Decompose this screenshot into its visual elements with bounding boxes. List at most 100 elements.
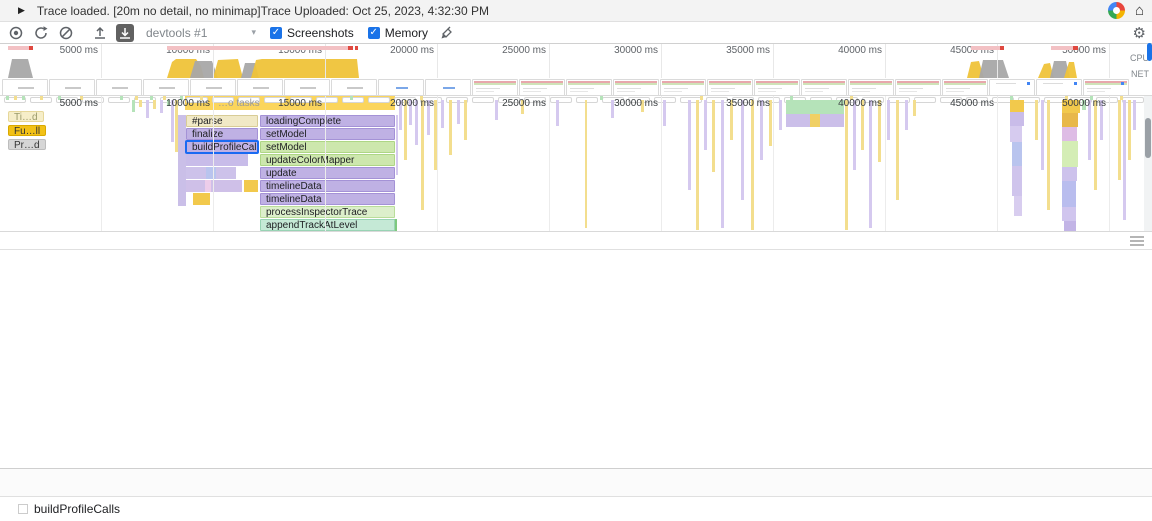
screenshot-thumbnail[interactable]	[49, 79, 95, 96]
frame-box	[82, 97, 104, 103]
thumbnail-content	[476, 91, 494, 92]
thumbnail-content	[803, 81, 845, 83]
flame-activity-block	[1062, 113, 1078, 127]
reload-and-record-button[interactable]	[32, 24, 50, 42]
screenshot-thumbnail[interactable]	[848, 79, 894, 96]
flame-scrollbar-thumb[interactable]	[1145, 118, 1151, 158]
thumbnail-content	[1043, 83, 1063, 84]
screenshot-thumbnail[interactable]	[472, 79, 518, 96]
clear-recording-button[interactable]	[57, 24, 75, 42]
memory-checkbox[interactable]: ✓ Memory	[367, 26, 428, 40]
session-select[interactable]: devtools #1 ▾	[146, 26, 256, 40]
flame-activity-block	[1062, 127, 1077, 141]
screenshot-thumbnail[interactable]	[237, 79, 283, 96]
frame-box	[524, 97, 546, 103]
screenshots-checkbox[interactable]: ✓ Screenshots	[270, 26, 354, 40]
flame-activity-stripe	[160, 100, 163, 113]
thumbnail-content	[899, 91, 917, 92]
frame-box	[498, 97, 520, 103]
flame-event-bar[interactable]: timelineData	[260, 193, 395, 205]
track-label-process[interactable]: Pr…d	[8, 139, 46, 151]
screenshot-thumbnail[interactable]	[331, 79, 377, 96]
screenshot-thumbnail[interactable]	[425, 79, 471, 96]
thumbnail-content	[805, 88, 829, 89]
screenshot-thumbnail[interactable]	[660, 79, 706, 96]
disclosure-triangle-icon[interactable]: ▶	[18, 5, 25, 15]
screenshot-thumbnail[interactable]	[378, 79, 424, 96]
garbage-collect-button[interactable]	[438, 24, 456, 42]
memory-counters-chart[interactable]	[0, 250, 1152, 469]
thumbnail-content	[850, 81, 892, 83]
flame-event-bar[interactable]: finalize	[186, 128, 258, 140]
flame-event-bar[interactable]: setModel	[260, 128, 395, 140]
flame-event-bar[interactable]: processInspectorTrace	[260, 206, 395, 218]
long-task-red-marker	[1073, 46, 1078, 50]
drag-handle-icon[interactable]	[1130, 236, 1144, 248]
flame-activity-stripe	[861, 100, 864, 150]
screenshot-thumbnail[interactable]	[801, 79, 847, 96]
performance-app-icon[interactable]	[1107, 2, 1125, 19]
flame-activity-stripe	[1088, 100, 1091, 160]
cpu-activity-shape	[190, 61, 218, 78]
flame-activity-block	[205, 180, 211, 192]
flame-event-bar[interactable]: timelineData	[260, 180, 395, 192]
screenshot-thumbnail[interactable]	[1036, 79, 1082, 96]
screenshot-thumbnail[interactable]	[284, 79, 330, 96]
screenshot-thumbnail[interactable]	[613, 79, 659, 96]
record-button[interactable]	[7, 24, 25, 42]
screenshot-thumbnail[interactable]	[2, 79, 48, 96]
flame-activity-stripe	[712, 100, 715, 172]
flame-event-bar[interactable]: update	[260, 167, 395, 179]
track-label-function[interactable]: Fu…ll	[8, 125, 47, 137]
checkbox-checked-icon: ✓	[270, 26, 282, 39]
flame-event-bar[interactable]: setModel	[260, 141, 395, 153]
flame-event-bar[interactable]: updateColorMapper	[260, 154, 395, 166]
flame-activity-block	[394, 219, 397, 231]
screenshot-thumbnail[interactable]	[519, 79, 565, 96]
screenshot-thumbnail[interactable]	[754, 79, 800, 96]
flame-activity-stripe	[905, 100, 908, 130]
flame-chart[interactable]: …o tasks 5000 ms 10000 ms 15000 ms 20000 ms…	[0, 96, 1152, 232]
flame-activity-block	[1010, 112, 1024, 126]
flame-activity-stripe	[751, 100, 754, 230]
flame-activity-stripe	[153, 100, 156, 109]
timeline-overview[interactable]: CPU NET 5000 ms 10000 ms 15000 ms 20000 ms 2…	[0, 43, 1152, 96]
screenshot-thumbnail[interactable]	[190, 79, 236, 96]
thumbnail-content	[1121, 82, 1124, 85]
flame-event-bar[interactable]: buildProfileCalls	[185, 140, 259, 154]
flame-activity-stripe	[556, 100, 559, 126]
overview-tick-label: 25000 ms	[502, 45, 546, 56]
screenshot-thumbnail[interactable]	[96, 79, 142, 96]
flame-scrollbar[interactable]	[1144, 96, 1152, 231]
net-lane-label: NET	[1131, 69, 1149, 79]
activity-tick	[1010, 96, 1013, 100]
thumbnail-content	[946, 91, 964, 92]
thumbnail-content	[253, 87, 269, 89]
overview-scroll-handle[interactable]	[1147, 43, 1152, 61]
flame-event-bar[interactable]: appendTrackAtLevel	[260, 219, 395, 231]
overview-tick-label: 15000 ms	[278, 45, 322, 56]
flame-gridline	[325, 96, 326, 231]
screenshot-thumbnail[interactable]	[989, 79, 1035, 96]
flame-tick-label: 30000 ms	[614, 98, 658, 109]
screenshot-thumbnail[interactable]	[942, 79, 988, 96]
home-icon[interactable]: ⌂	[1134, 2, 1144, 19]
settings-gear-icon[interactable]: ⚙	[1132, 25, 1146, 42]
thumbnail-content	[711, 91, 729, 92]
download-profile-button[interactable]	[116, 23, 134, 42]
overview-gridline	[1109, 44, 1110, 78]
screenshot-thumbnail[interactable]	[143, 79, 189, 96]
upload-profile-button[interactable]	[91, 24, 109, 42]
overview-gridline	[437, 44, 438, 78]
screenshot-thumbnail[interactable]	[1083, 79, 1129, 96]
screenshot-thumbnail[interactable]	[566, 79, 612, 96]
flame-gridline	[997, 96, 998, 231]
flame-event-bar[interactable]: loadingComplete	[260, 115, 395, 127]
flame-event-bar[interactable]: #parse	[186, 115, 258, 127]
track-label-timings[interactable]: Ti…d	[8, 111, 44, 123]
flame-activity-stripe	[869, 100, 872, 228]
flame-activity-block	[1014, 196, 1022, 216]
screenshot-thumbnail[interactable]	[707, 79, 753, 96]
screenshot-thumbnail[interactable]	[895, 79, 941, 96]
checkbox-checked-icon: ✓	[367, 26, 380, 39]
